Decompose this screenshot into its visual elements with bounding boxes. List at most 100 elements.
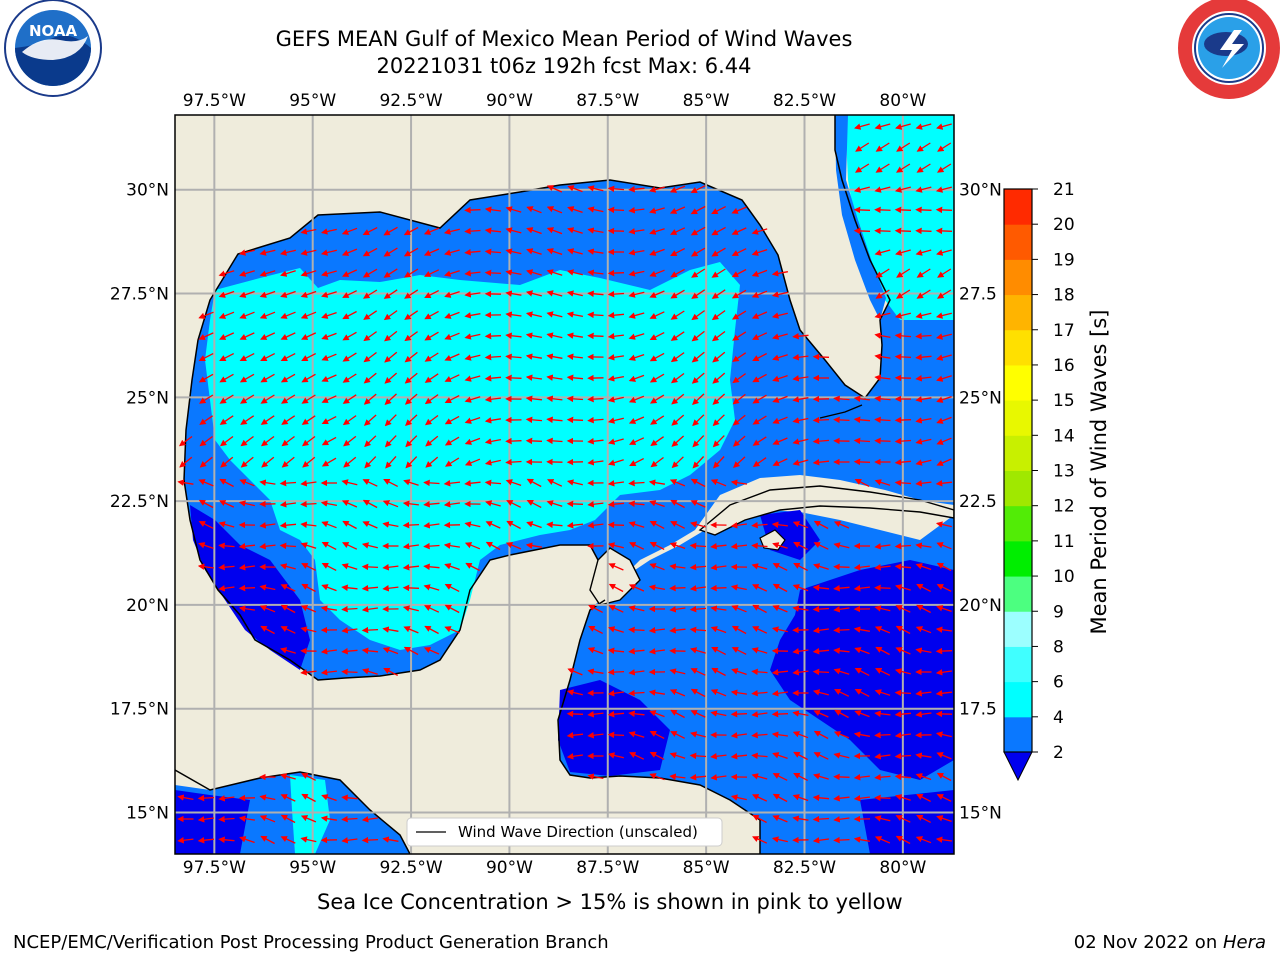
wave-vector-607 xyxy=(853,564,870,571)
wave-vector-736 xyxy=(711,667,726,677)
wave-vector-411 xyxy=(812,437,830,445)
wave-vector-284 xyxy=(464,375,481,382)
wave-vector-88 xyxy=(505,248,522,255)
lat-tick-label-left-1: 27.5°N xyxy=(110,285,169,305)
wave-vector-744 xyxy=(875,668,891,676)
wave-vector-608 xyxy=(874,564,891,571)
colorbar-tick-label-6: 11 xyxy=(1053,532,1075,552)
wave-vector-627 xyxy=(669,584,686,592)
wave-vector-491 xyxy=(238,500,255,507)
wave-vector-606 xyxy=(833,563,850,571)
wave-vector-842 xyxy=(936,772,952,782)
wave-vector-57 xyxy=(505,227,522,234)
wave-vector-528 xyxy=(485,521,501,529)
wave-vector-266 xyxy=(812,353,830,361)
wave-vector-94 xyxy=(628,249,645,256)
wave-vector-487 xyxy=(915,480,932,487)
wave-vector-60 xyxy=(567,227,583,234)
wave-vector-115 xyxy=(424,269,440,277)
wave-vector-582 xyxy=(197,563,214,570)
wave-vector-618 xyxy=(341,584,358,591)
wave-vector-800 xyxy=(853,731,871,738)
wave-vector-184 xyxy=(505,311,522,318)
wave-vector-357 xyxy=(484,417,502,424)
wave-vector-431 xyxy=(444,457,460,467)
wave-vector-246 xyxy=(404,351,418,363)
wave-vector-544 xyxy=(813,520,829,530)
wave-vector-707 xyxy=(607,647,625,654)
wave-vector-464 xyxy=(341,479,358,486)
wave-vector-20 xyxy=(649,186,665,193)
wave-vector-674 xyxy=(341,627,358,634)
wave-vector-447 xyxy=(772,458,788,466)
wave-vector-216 xyxy=(484,332,502,340)
wave-vector-677 xyxy=(403,626,419,634)
wave-vector-722 xyxy=(915,647,932,654)
wave-vector-731 xyxy=(607,668,625,676)
wave-vector-882 xyxy=(936,815,952,823)
wave-vector-407 xyxy=(732,435,746,447)
wave-vector-375 xyxy=(853,416,871,424)
wave-vector-624 xyxy=(608,583,624,593)
wave-vector-71 xyxy=(874,227,891,235)
lon-tick-label-bottom-2: 92.5°W xyxy=(379,858,442,878)
wave-vector-632 xyxy=(772,583,788,593)
wave-vector-79 xyxy=(320,249,337,256)
wave-vector-86 xyxy=(464,248,481,256)
wave-vector-668 xyxy=(916,604,932,614)
wave-vector-470 xyxy=(464,480,481,487)
wave-vector-482 xyxy=(710,479,727,487)
wave-vector-711 xyxy=(690,647,706,654)
wave-vector-796 xyxy=(771,731,788,738)
wave-vector-626 xyxy=(648,584,666,591)
wave-vector-371 xyxy=(772,416,788,424)
wave-vector-189 xyxy=(607,311,625,319)
wave-vector-433 xyxy=(484,459,501,466)
wave-vector-765 xyxy=(915,690,932,697)
wave-vector-3 xyxy=(915,123,932,130)
wave-vector-523 xyxy=(382,521,399,528)
chart-subtitle: 20221031 t06z 192h fcst Max: 6.44 xyxy=(376,54,752,78)
wave-vector-236 xyxy=(198,353,214,361)
wave-vector-55 xyxy=(464,227,481,235)
wave-vector-864 xyxy=(197,816,214,823)
wave-vector-275 xyxy=(280,373,296,383)
wave-vector-355 xyxy=(444,415,460,425)
wave-vector-250 xyxy=(484,353,502,361)
wave-vector-646 xyxy=(341,605,358,613)
wave-vector-776 xyxy=(751,711,768,718)
wave-vector-245 xyxy=(384,351,398,363)
wave-vector-887 xyxy=(260,835,275,845)
wave-vector-764 xyxy=(894,689,912,697)
wave-vector-459 xyxy=(239,479,255,487)
wave-vector-790 xyxy=(649,731,665,739)
wave-vector-533 xyxy=(587,522,604,529)
colorbar-segment-0 xyxy=(1004,716,1032,753)
wave-vector-424 xyxy=(302,456,316,468)
colorbar-tick-label-11: 16 xyxy=(1053,356,1075,376)
wave-vector-729 xyxy=(567,668,583,676)
wave-vector-206 xyxy=(280,332,296,340)
wave-vector-110 xyxy=(321,270,337,277)
wave-vector-231 xyxy=(792,332,809,340)
wave-vector-551 xyxy=(279,542,297,550)
wave-vector-825 xyxy=(280,773,296,780)
wave-vector-866 xyxy=(238,815,255,822)
colorbar-segment-6 xyxy=(1004,505,1032,542)
wave-vector-867 xyxy=(259,815,276,823)
wave-vector-873 xyxy=(752,814,767,824)
wave-vector-323 xyxy=(546,395,563,402)
wave-vector-849 xyxy=(301,793,316,803)
wave-vector-77 xyxy=(279,249,296,256)
wave-vector-63 xyxy=(628,228,645,235)
wave-vector-274 xyxy=(260,373,275,383)
wave-vector-440 xyxy=(629,458,644,466)
wave-vector-287 xyxy=(525,374,542,381)
wave-vector-292 xyxy=(628,374,645,382)
wave-vector-862 xyxy=(936,794,952,802)
wave-vector-717 xyxy=(812,647,830,655)
wave-vector-47 xyxy=(300,228,317,235)
wind-wave-vectors xyxy=(177,123,953,845)
wave-vector-874 xyxy=(772,815,788,823)
wave-vector-822 xyxy=(915,752,932,759)
